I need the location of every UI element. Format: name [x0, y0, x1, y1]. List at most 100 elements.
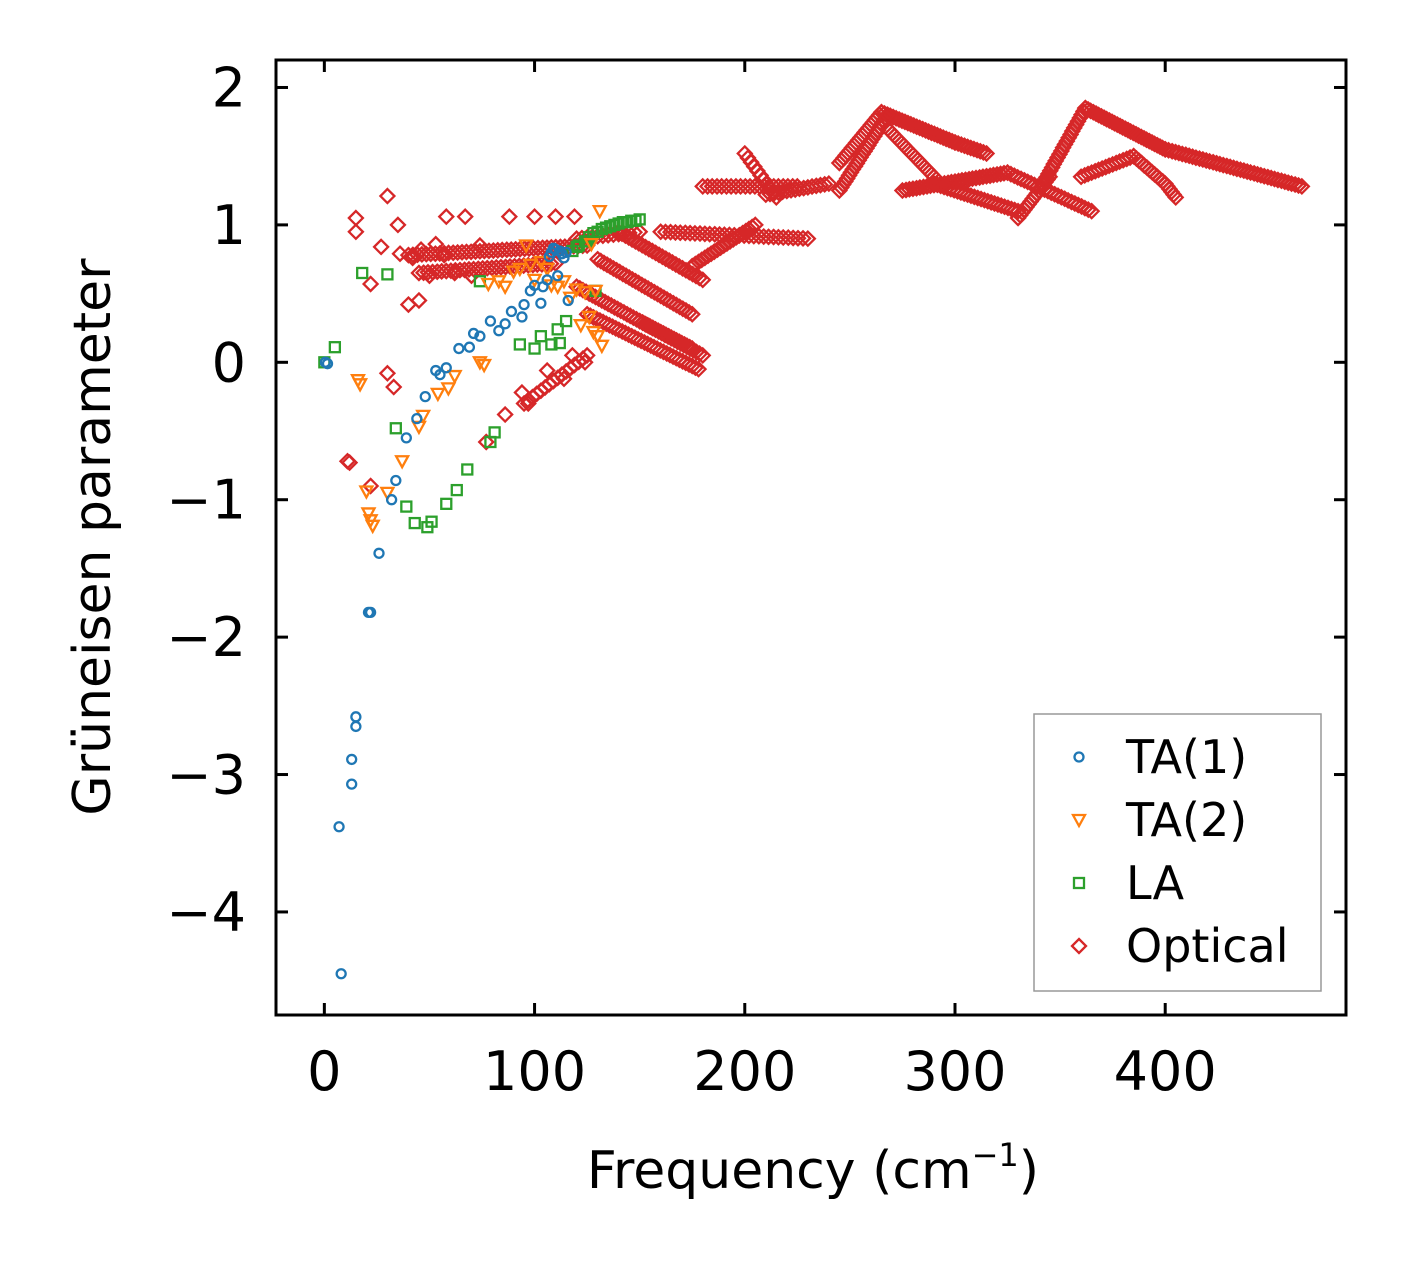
data-point	[1167, 188, 1185, 207]
data-point	[565, 208, 584, 226]
data-point	[434, 369, 446, 381]
data-point	[429, 387, 446, 403]
data-point	[435, 246, 453, 264]
data-point	[471, 356, 488, 371]
data-point	[440, 497, 453, 510]
data-point	[446, 369, 463, 385]
data-point	[488, 426, 501, 439]
data-point	[335, 968, 347, 980]
data-point	[350, 711, 362, 723]
data-point	[476, 358, 493, 374]
data-point	[794, 229, 812, 247]
data-point	[456, 208, 474, 226]
data-point	[480, 277, 497, 293]
data-point	[361, 477, 380, 495]
data-point	[473, 275, 487, 288]
legend-item: Optical	[1070, 919, 1288, 973]
data-point	[539, 262, 556, 278]
data-point	[542, 255, 560, 273]
data-point	[580, 235, 594, 248]
data-point	[534, 330, 548, 343]
data-point	[578, 346, 596, 365]
data-point	[553, 336, 566, 350]
data-point	[499, 318, 511, 330]
data-point	[974, 143, 993, 161]
legend-label: Optical	[1126, 919, 1288, 973]
data-point	[522, 258, 539, 274]
data-point	[378, 187, 397, 205]
y-axis-title: Grüneisen parameter	[63, 258, 123, 816]
data-point	[463, 341, 476, 353]
data-point	[683, 339, 701, 358]
data-point	[686, 359, 705, 377]
data-point	[453, 342, 465, 355]
x-tick-label: 0	[307, 1040, 341, 1103]
legend-item: TA(1)	[1073, 730, 1247, 784]
data-point	[346, 753, 358, 766]
data-point	[389, 216, 407, 234]
data-point	[694, 271, 712, 289]
legend-marker	[1070, 937, 1088, 955]
data-point	[484, 315, 497, 327]
axis-ticks	[276, 60, 1346, 1015]
data-point	[419, 391, 431, 403]
data-point	[328, 341, 342, 354]
y-tick-label: 0	[212, 331, 246, 394]
plot-frame	[274, 58, 1348, 1017]
data-point	[379, 486, 396, 502]
data-point	[356, 266, 369, 280]
data-point	[373, 547, 385, 559]
data-point	[511, 262, 528, 278]
data-point	[410, 291, 428, 310]
y-tick-label: −1	[166, 469, 246, 532]
data-point	[683, 305, 701, 323]
data-point	[525, 208, 544, 226]
data-point	[552, 270, 564, 282]
data-point	[811, 176, 830, 194]
data-point	[559, 314, 573, 328]
data-point	[1079, 201, 1097, 219]
data-point	[535, 297, 547, 309]
data-point	[977, 144, 996, 163]
data-point	[505, 265, 522, 281]
data-point	[461, 463, 474, 476]
data-marks	[318, 99, 1311, 980]
data-point	[400, 500, 413, 513]
data-point	[551, 323, 564, 336]
data-point	[505, 305, 518, 318]
y-tick-label: −2	[166, 606, 246, 669]
data-point	[390, 474, 402, 487]
data-point	[633, 213, 646, 226]
legend-marker	[1073, 751, 1085, 763]
data-point	[581, 310, 598, 326]
data-point	[496, 405, 514, 424]
data-point	[394, 455, 411, 470]
x-tick-label: 200	[693, 1040, 796, 1103]
x-tick-label: 100	[483, 1040, 586, 1103]
data-point	[562, 294, 574, 307]
data-point	[545, 338, 558, 351]
data-point	[408, 516, 421, 530]
legend-label: TA(1)	[1125, 730, 1247, 784]
data-point	[593, 339, 610, 355]
y-tick-label: −4	[166, 881, 246, 944]
data-point	[625, 223, 644, 241]
data-point	[1121, 148, 1139, 167]
data-point	[587, 284, 604, 300]
y-tick-label: 1	[212, 194, 246, 257]
data-point	[577, 286, 593, 301]
data-point	[346, 778, 358, 790]
data-point	[541, 274, 553, 286]
legend-label: TA(2)	[1125, 793, 1247, 847]
series-ta-1-	[319, 242, 574, 980]
data-point	[526, 273, 543, 289]
data-point	[1289, 176, 1308, 195]
data-point	[631, 223, 649, 241]
data-point	[518, 239, 535, 254]
data-point	[500, 208, 518, 226]
data-point	[360, 507, 377, 522]
y-tick-label: 2	[212, 56, 246, 119]
data-point	[333, 821, 345, 833]
